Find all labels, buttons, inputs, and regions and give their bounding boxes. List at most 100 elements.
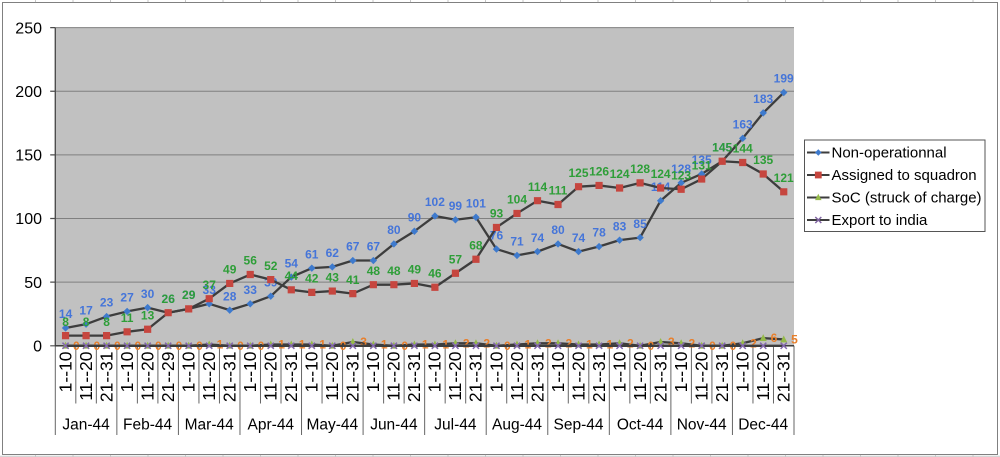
svg-text:21--31: 21--31 [96,352,116,403]
svg-text:Nov-44: Nov-44 [677,417,727,434]
svg-text:1--10: 1--10 [179,351,199,392]
svg-text:2: 2 [463,336,470,350]
svg-text:52: 52 [264,259,278,273]
svg-text:124: 124 [651,167,671,181]
svg-text:14: 14 [59,307,73,321]
svg-text:Jun-44: Jun-44 [370,417,418,434]
svg-text:21--31: 21--31 [281,352,301,403]
svg-text:33: 33 [203,283,217,297]
svg-text:29: 29 [182,288,196,302]
svg-text:1: 1 [586,338,593,352]
svg-text:1--10: 1--10 [55,351,75,392]
svg-text:26: 26 [162,292,176,306]
svg-text:111: 111 [549,184,568,198]
svg-text:33: 33 [244,283,258,297]
svg-text:8: 8 [83,315,90,329]
svg-text:2: 2 [627,336,634,350]
svg-text:101: 101 [466,196,486,210]
svg-text:21--29: 21--29 [158,352,178,403]
svg-text:126: 126 [589,165,609,179]
svg-text:43: 43 [326,270,340,284]
svg-text:Dec-44: Dec-44 [738,417,788,434]
svg-text:1--10: 1--10 [733,351,753,392]
svg-text:21--31: 21--31 [343,352,363,403]
svg-text:21--31: 21--31 [774,352,794,403]
svg-text:99: 99 [449,199,463,213]
svg-text:145: 145 [712,140,732,154]
svg-text:11--20: 11--20 [76,351,96,401]
svg-text:131: 131 [692,158,712,172]
svg-text:1: 1 [442,338,449,352]
svg-text:121: 121 [774,171,794,185]
svg-text:78: 78 [592,226,606,240]
svg-text:41: 41 [346,273,360,287]
svg-text:Export to india: Export to india [832,212,929,229]
svg-text:6: 6 [771,331,778,345]
svg-text:11--20: 11--20 [507,351,527,401]
svg-text:2: 2 [689,336,696,350]
svg-text:1: 1 [607,338,614,352]
svg-text:3: 3 [360,335,367,349]
svg-text:2: 2 [483,336,490,350]
svg-text:Jul-44: Jul-44 [434,417,477,434]
svg-text:67: 67 [367,240,381,254]
svg-text:80: 80 [551,223,565,237]
svg-text:80: 80 [387,223,401,237]
svg-text:21--31: 21--31 [466,352,486,403]
svg-text:83: 83 [613,219,627,233]
svg-text:Feb-44: Feb-44 [123,417,172,434]
svg-text:100: 100 [15,211,42,228]
svg-text:150: 150 [15,148,42,165]
svg-text:1: 1 [524,338,531,352]
svg-text:124: 124 [610,167,630,181]
svg-text:54: 54 [285,256,299,270]
svg-text:123: 123 [671,168,691,182]
svg-text:11--20: 11--20 [261,351,281,401]
svg-text:5: 5 [791,332,798,346]
svg-text:Jan-44: Jan-44 [62,417,110,434]
svg-text:Assigned to squadron: Assigned to squadron [832,167,977,184]
svg-text:0: 0 [33,339,42,356]
svg-text:37: 37 [203,278,217,292]
svg-text:67: 67 [346,240,360,254]
svg-text:125: 125 [568,166,588,180]
svg-text:61: 61 [305,247,319,261]
svg-text:90: 90 [408,210,422,224]
svg-text:May-44: May-44 [306,417,358,434]
svg-text:49: 49 [223,263,237,277]
svg-text:1--10: 1--10 [548,351,568,392]
svg-text:93: 93 [490,207,504,221]
svg-text:1--10: 1--10 [486,351,506,392]
svg-text:21--31: 21--31 [220,352,240,403]
svg-text:145: 145 [712,140,732,154]
svg-text:11--20: 11--20 [630,351,650,401]
svg-text:1--10: 1--10 [117,351,137,392]
svg-text:62: 62 [326,246,340,260]
svg-text:2: 2 [565,336,572,350]
svg-text:250: 250 [15,20,42,37]
svg-text:23: 23 [100,296,114,310]
svg-text:11--20: 11--20 [137,351,157,401]
svg-text:102: 102 [425,195,445,209]
svg-text:1--10: 1--10 [609,351,629,392]
svg-text:1: 1 [299,338,306,352]
svg-text:200: 200 [15,84,42,101]
svg-text:8: 8 [103,315,110,329]
svg-text:13: 13 [141,309,155,323]
svg-text:44: 44 [285,269,299,283]
svg-text:21--31: 21--31 [589,352,609,403]
svg-text:Non-operationnal: Non-operationnal [832,145,947,162]
svg-text:11--20: 11--20 [384,351,404,401]
svg-text:71: 71 [510,235,524,249]
svg-text:199: 199 [774,72,794,86]
svg-text:48: 48 [367,264,381,278]
svg-text:29: 29 [182,288,196,302]
svg-text:30: 30 [141,287,155,301]
svg-text:48: 48 [387,264,401,278]
svg-text:2: 2 [750,336,757,350]
svg-text:Aug-44: Aug-44 [492,417,542,434]
svg-text:56: 56 [244,254,258,268]
svg-text:8: 8 [62,315,69,329]
svg-text:57: 57 [449,253,463,267]
svg-text:Oct-44: Oct-44 [617,417,664,434]
